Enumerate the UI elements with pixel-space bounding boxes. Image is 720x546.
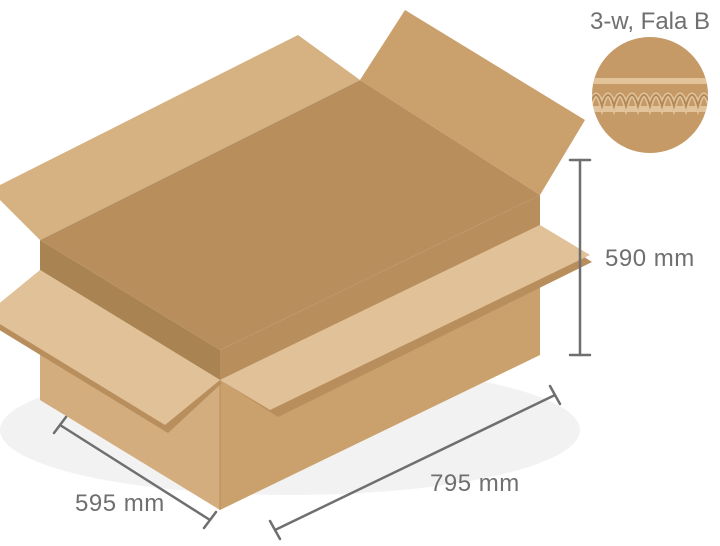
box-illustration — [0, 0, 720, 546]
dim-height-label: 590 mm — [605, 245, 695, 273]
dim-width-bar-right — [204, 512, 216, 528]
cardboard-type-label: 3-w, Fala B — [580, 8, 720, 36]
diagram-stage: 590 mm 795 mm 595 mm 3-w, Fala B — [0, 0, 720, 546]
dim-length-bar-left — [270, 521, 280, 539]
dim-width-label: 595 mm — [75, 490, 165, 518]
dim-length-bar-right — [550, 386, 560, 404]
dim-length-label: 795 mm — [430, 470, 520, 498]
